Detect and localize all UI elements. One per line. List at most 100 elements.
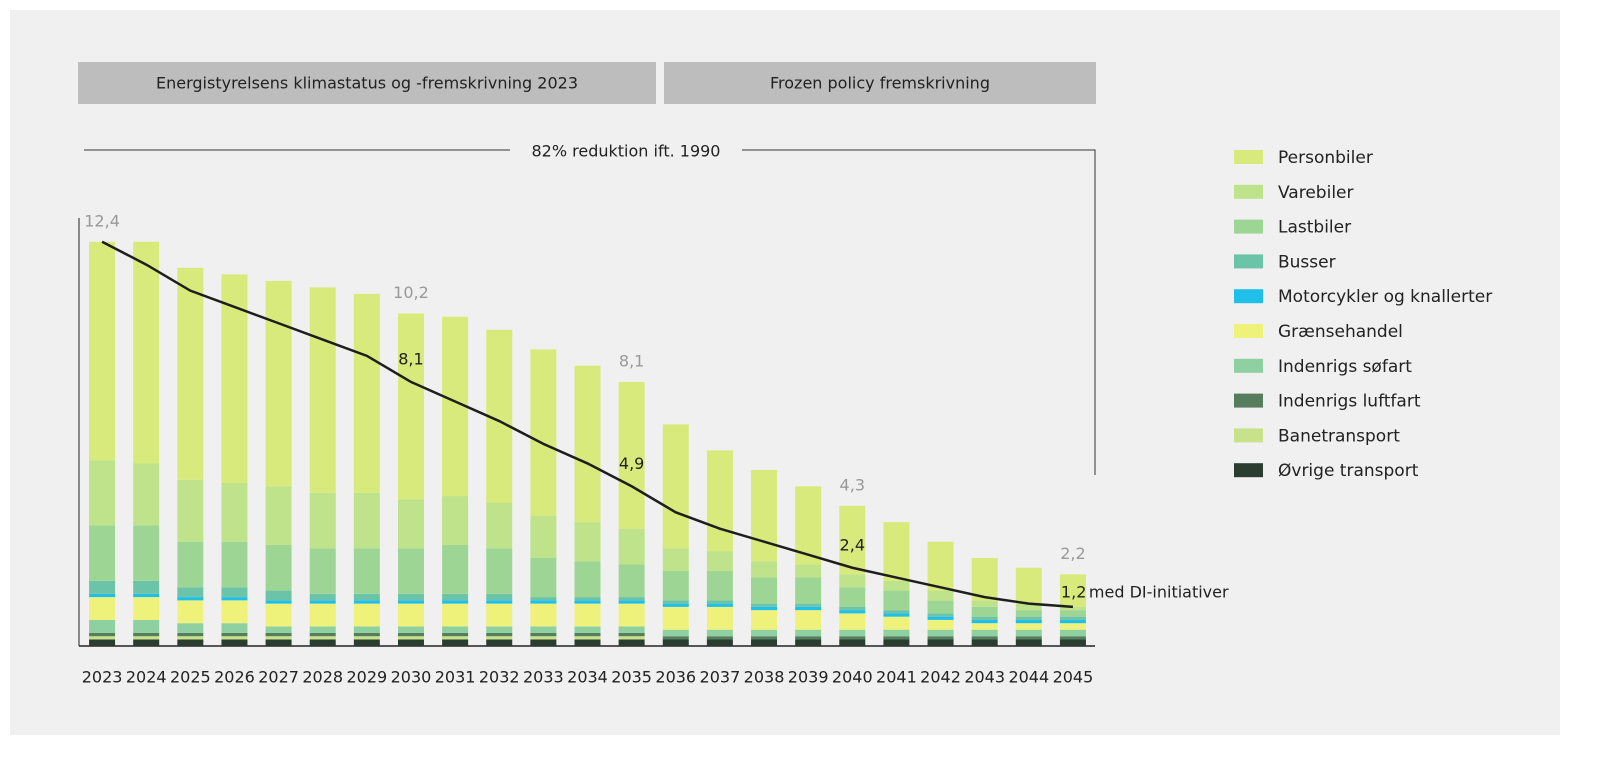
bar-segment — [706, 639, 733, 646]
line — [101, 240, 1074, 609]
bar-segment — [618, 381, 645, 529]
bar-segment — [839, 629, 866, 637]
bar-segment — [751, 577, 778, 604]
bar-segment — [618, 600, 645, 604]
bar-segment — [442, 496, 469, 545]
bar-segment — [1059, 610, 1086, 617]
bar-segment — [618, 564, 645, 598]
bar-segment — [795, 629, 822, 637]
bar-segment — [397, 632, 424, 637]
bar-segment — [397, 626, 424, 633]
legend-swatch — [1234, 184, 1263, 199]
legend-label: Indenrigs luftfart — [1278, 392, 1421, 412]
bar-segment — [133, 593, 160, 598]
bar-segment — [530, 597, 557, 601]
bar-segment — [927, 590, 954, 601]
bar-segment — [795, 639, 822, 646]
bar-segment — [883, 590, 910, 611]
legend-label: Øvrige transport — [1278, 461, 1419, 481]
bar-segment — [353, 593, 380, 601]
bar-segment — [309, 636, 336, 640]
bar-segment — [883, 616, 910, 630]
bar-segment — [486, 603, 513, 627]
header: Energistyrelsens klimastatus og -fremskr… — [156, 74, 578, 93]
bar-segment — [397, 593, 424, 601]
bar-segment — [265, 280, 292, 487]
bar-segment — [177, 600, 204, 624]
bar-segment — [89, 632, 116, 637]
bar-segment — [177, 267, 204, 480]
bar-segment — [530, 515, 557, 558]
x-tick-label: 2023 — [82, 668, 123, 687]
bar-segment — [442, 626, 469, 633]
x-tick-label: 2029 — [346, 668, 387, 687]
bar-segment — [442, 636, 469, 640]
line-label: 2,4 — [840, 535, 865, 554]
bar-segment — [133, 241, 160, 464]
bar-segment — [89, 619, 116, 633]
bar-segment — [486, 548, 513, 594]
bar-segment — [751, 469, 778, 562]
bar-segment — [89, 593, 116, 598]
bar-segment — [353, 492, 380, 549]
bar-segment — [309, 632, 336, 637]
bar-segment — [133, 580, 160, 594]
bar-segment — [397, 603, 424, 627]
bar-segment — [353, 632, 380, 637]
bar-segment — [751, 603, 778, 607]
bar-segment — [751, 606, 778, 611]
bar-segment — [221, 636, 248, 640]
bar-segment — [1059, 619, 1086, 624]
bar-segment — [133, 636, 160, 640]
x-tick-label: 2041 — [876, 668, 917, 687]
bar-segment — [971, 557, 998, 601]
bar-segment — [751, 629, 778, 637]
bar-segment — [353, 603, 380, 627]
bar-segment — [618, 626, 645, 633]
x-tick-label: 2024 — [126, 668, 167, 687]
bar-segment — [530, 603, 557, 627]
bar-segment — [89, 580, 116, 594]
bar-segment — [618, 632, 645, 637]
bar-segment — [971, 629, 998, 637]
bar-segment — [795, 577, 822, 604]
bar-segment — [971, 639, 998, 646]
bar-segment — [89, 639, 116, 646]
bar-segment — [574, 561, 601, 598]
bar-segment — [574, 597, 601, 601]
bar-segment — [971, 636, 998, 640]
bar-segment — [309, 593, 336, 601]
legend-swatch — [1234, 219, 1263, 234]
legend-swatch — [1234, 289, 1263, 304]
bar-segment — [1015, 623, 1042, 630]
bar-segment — [530, 600, 557, 604]
bar-segment — [706, 551, 733, 572]
bar-segment — [662, 571, 689, 601]
bar-segment — [706, 629, 733, 637]
bar-segment — [706, 606, 733, 630]
bar-segment — [530, 636, 557, 640]
bar-segment — [133, 463, 160, 526]
bar-segment — [486, 600, 513, 604]
bar-segment — [574, 626, 601, 633]
bar-segment — [353, 548, 380, 594]
legend-swatch — [1234, 393, 1263, 408]
bar-segment — [221, 483, 248, 542]
bar-segment — [442, 632, 469, 637]
bar-segment — [971, 619, 998, 624]
bar-segment — [397, 639, 424, 646]
bar-segment — [618, 528, 645, 565]
bar-segment — [353, 639, 380, 646]
bar-segment — [442, 593, 469, 601]
bar-segment — [839, 587, 866, 607]
bar-segment — [662, 629, 689, 637]
bar-segment — [309, 600, 336, 604]
x-tick-label: 2034 — [567, 668, 608, 687]
legend-swatch — [1234, 150, 1263, 164]
bar-segment — [927, 636, 954, 640]
bar-segment — [1059, 616, 1086, 620]
bar-segment — [618, 636, 645, 640]
bar-segment — [221, 632, 248, 637]
bar-segment — [397, 600, 424, 604]
line-label: 8,1 — [398, 349, 423, 368]
